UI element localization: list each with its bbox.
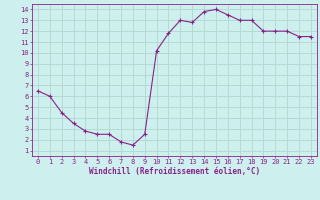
X-axis label: Windchill (Refroidissement éolien,°C): Windchill (Refroidissement éolien,°C) <box>89 167 260 176</box>
